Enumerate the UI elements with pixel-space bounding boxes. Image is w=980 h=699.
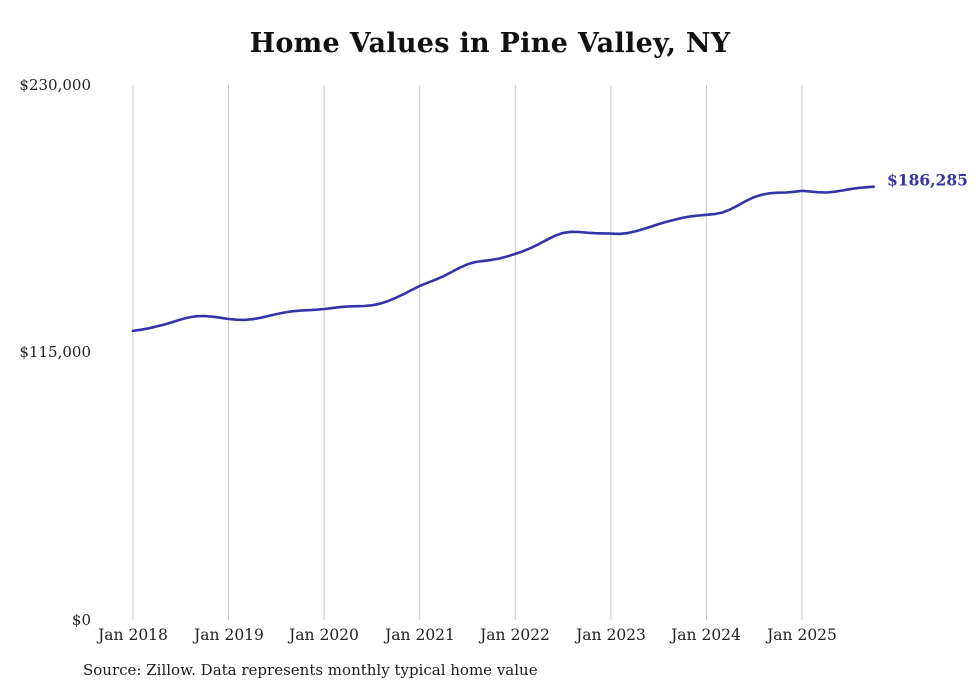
- x-axis-tick-label: Jan 2018: [98, 626, 168, 644]
- x-axis-tick-label: Jan 2024: [671, 626, 741, 644]
- chart-title: Home Values in Pine Valley, NY: [249, 28, 731, 59]
- x-axis-tick-label: Jan 2021: [385, 626, 455, 644]
- y-axis-tick-label: $230,000: [19, 76, 91, 94]
- current-value-label: $186,285: [887, 170, 968, 190]
- y-axis-tick-label: $0: [71, 611, 91, 629]
- x-axis-tick-label: Jan 2023: [576, 626, 646, 644]
- source-note: Source: Zillow. Data represents monthly …: [83, 661, 538, 679]
- x-axis-tick-label: Jan 2025: [767, 626, 837, 644]
- home-value-line: [131, 185, 875, 333]
- y-axis-tick-label: $115,000: [19, 343, 91, 361]
- x-axis-tick-label: Jan 2020: [289, 626, 359, 644]
- x-axis-tick-label: Jan 2022: [480, 626, 550, 644]
- x-axis-tick-label: Jan 2019: [194, 626, 264, 644]
